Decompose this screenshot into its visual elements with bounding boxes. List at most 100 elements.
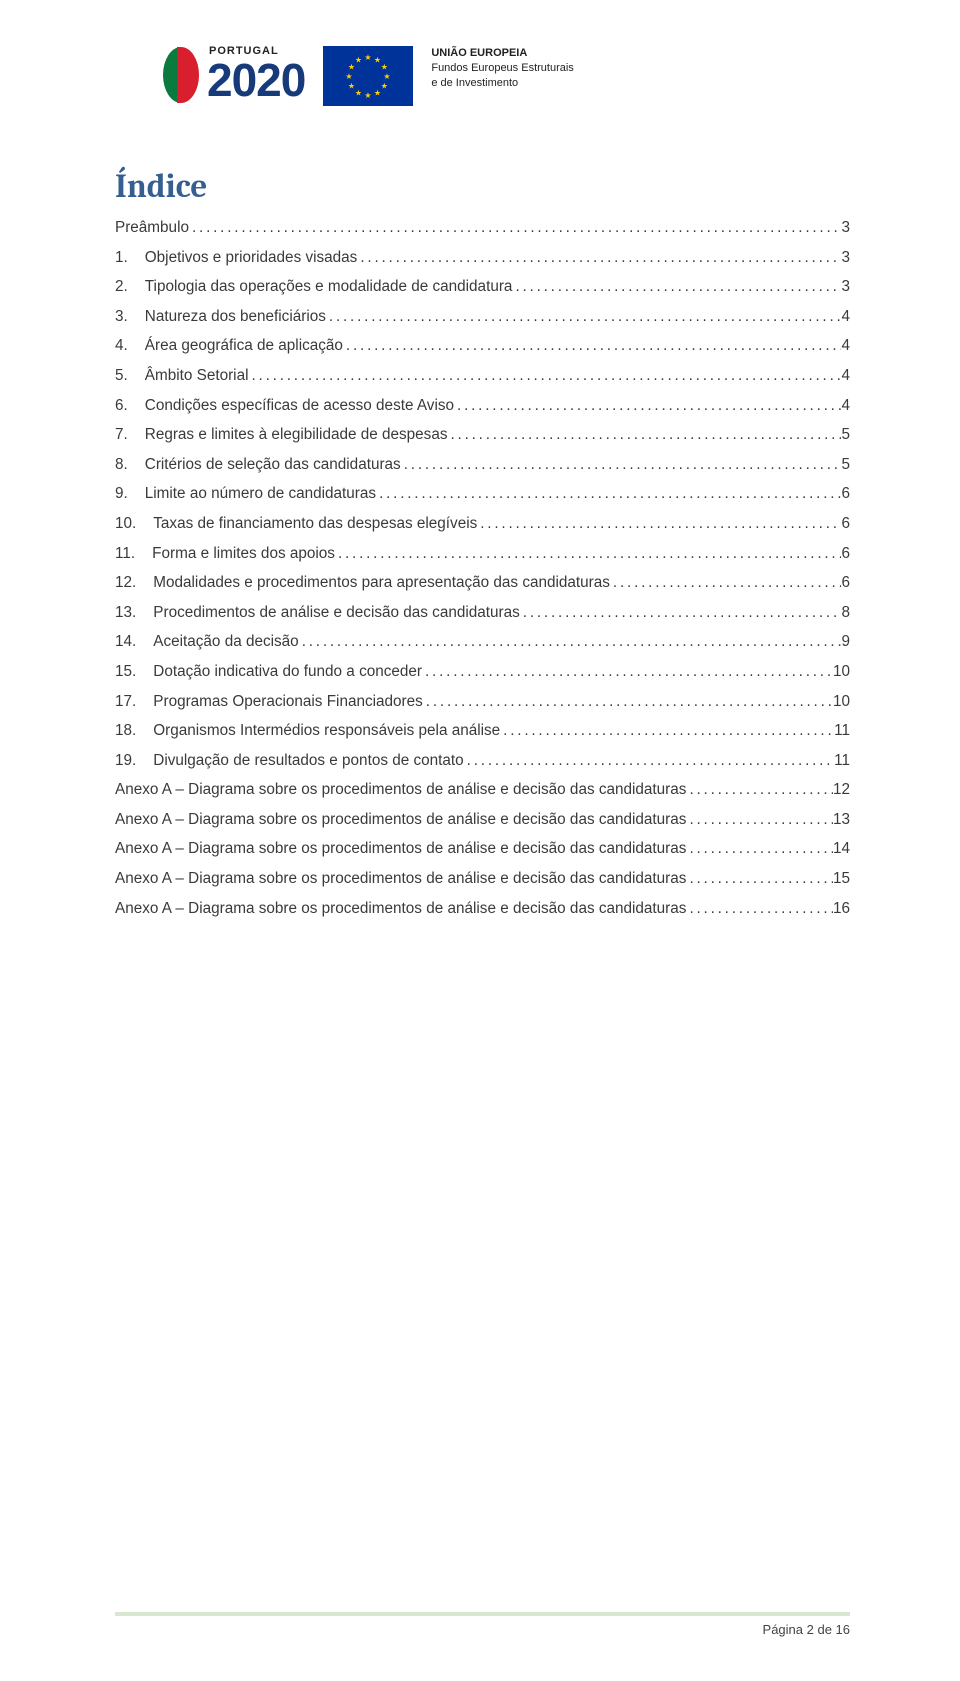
toc-leader-dots — [464, 753, 834, 768]
toc-row[interactable]: 14. Aceitação da decisão 9 — [115, 634, 850, 649]
toc-row[interactable]: 18. Organismos Intermédios responsáveis … — [115, 723, 850, 738]
toc-label: Taxas de financiamento das despesas eleg… — [153, 516, 477, 531]
toc-label: Tipologia das operações e modalidade de … — [145, 279, 513, 294]
toc-page: 10 — [833, 664, 850, 679]
toc-row[interactable]: Anexo A – Diagrama sobre os procedimento… — [115, 812, 850, 827]
toc-row[interactable]: 1. Objetivos e prioridades visadas 3 — [115, 250, 850, 265]
page-title: Índice — [115, 168, 850, 206]
toc-leader-dots — [686, 901, 833, 916]
toc-number: 13. — [115, 605, 136, 620]
toc-leader-dots — [520, 605, 842, 620]
toc-leader-dots — [299, 634, 842, 649]
toc-page: 13 — [833, 812, 850, 827]
toc-label: Regras e limites à elegibilidade de desp… — [145, 427, 448, 442]
toc-leader-dots — [189, 220, 842, 235]
toc-page: 4 — [841, 368, 850, 383]
toc-page: 14 — [833, 841, 850, 856]
toc-label: Anexo A – Diagrama sobre os procedimento… — [115, 841, 686, 856]
toc-number: 9. — [115, 486, 128, 501]
toc-number: 8. — [115, 457, 128, 472]
toc-number: 17. — [115, 694, 136, 709]
toc-number: 7. — [115, 427, 128, 442]
toc-label: Aceitação da decisão — [153, 634, 298, 649]
toc-row[interactable]: 5. Âmbito Setorial 4 — [115, 368, 850, 383]
toc-row[interactable]: 4. Área geográfica de aplicação 4 — [115, 338, 850, 353]
toc-row[interactable]: 12. Modalidades e procedimentos para apr… — [115, 575, 850, 590]
portugal-flag-icon — [163, 47, 199, 103]
footer-divider — [115, 1612, 850, 1616]
page: PORTUGAL 2020 ★★★★★★★★★★★★ UNIÃO EUROPEI… — [0, 0, 960, 1681]
toc-page: 6 — [841, 516, 850, 531]
eu-line3: e de Investimento — [431, 76, 573, 91]
toc-row[interactable]: 8. Critérios de seleção das candidaturas… — [115, 457, 850, 472]
toc-row[interactable]: 3. Natureza dos beneficiários 4 — [115, 309, 850, 324]
toc-label: Anexo A – Diagrama sobre os procedimento… — [115, 871, 686, 886]
toc-label: Anexo A – Diagrama sobre os procedimento… — [115, 782, 686, 797]
toc-label: Modalidades e procedimentos para apresen… — [153, 575, 610, 590]
table-of-contents: Preâmbulo 3 1. Objetivos e prioridades vi… — [115, 220, 850, 916]
toc-page: 16 — [833, 901, 850, 916]
toc-row[interactable]: 6. Condições específicas de acesso deste… — [115, 398, 850, 413]
toc-page: 3 — [841, 220, 850, 235]
toc-label: Dotação indicativa do fundo a conceder — [153, 664, 422, 679]
toc-number: 11. — [115, 546, 135, 561]
toc-label: Procedimentos de análise e decisão das c… — [153, 605, 520, 620]
toc-leader-dots — [477, 516, 841, 531]
toc-label: Natureza dos beneficiários — [145, 309, 326, 324]
toc-page: 8 — [841, 605, 850, 620]
page-number: Página 2 de 16 — [763, 1622, 850, 1637]
toc-number: 2. — [115, 279, 128, 294]
toc-number: 4. — [115, 338, 128, 353]
toc-page: 9 — [841, 634, 850, 649]
toc-row[interactable]: Anexo A – Diagrama sobre os procedimento… — [115, 871, 850, 886]
toc-label: Condições específicas de acesso deste Av… — [145, 398, 454, 413]
toc-row[interactable]: Anexo A – Diagrama sobre os procedimento… — [115, 841, 850, 856]
toc-leader-dots — [686, 782, 833, 797]
toc-page: 12 — [833, 782, 850, 797]
toc-number: 18. — [115, 723, 136, 738]
toc-page: 6 — [841, 575, 850, 590]
toc-number: 3. — [115, 309, 128, 324]
eu-line2: Fundos Europeus Estruturais — [431, 61, 573, 76]
toc-number: 5. — [115, 368, 128, 383]
toc-leader-dots — [423, 694, 833, 709]
toc-number: 19. — [115, 753, 136, 768]
toc-row[interactable]: 13. Procedimentos de análise e decisão d… — [115, 605, 850, 620]
toc-row[interactable]: 15. Dotação indicativa do fundo a conced… — [115, 664, 850, 679]
toc-leader-dots — [357, 250, 841, 265]
toc-row[interactable]: 19. Divulgação de resultados e pontos de… — [115, 753, 850, 768]
toc-row[interactable]: Anexo A – Diagrama sobre os procedimento… — [115, 782, 850, 797]
toc-label: Divulgação de resultados e pontos de con… — [153, 753, 463, 768]
toc-row[interactable]: 7. Regras e limites à elegibilidade de d… — [115, 427, 850, 442]
toc-page: 3 — [841, 250, 850, 265]
toc-page: 6 — [841, 546, 850, 561]
toc-leader-dots — [343, 338, 842, 353]
toc-leader-dots — [454, 398, 841, 413]
toc-page: 4 — [841, 338, 850, 353]
toc-leader-dots — [512, 279, 841, 294]
eu-line1: UNIÃO EUROPEIA — [431, 46, 573, 61]
toc-leader-dots — [422, 664, 833, 679]
toc-row[interactable]: 11. Forma e limites dos apoios 6 — [115, 546, 850, 561]
toc-row[interactable]: Anexo A – Diagrama sobre os procedimento… — [115, 901, 850, 916]
toc-page: 5 — [841, 427, 850, 442]
toc-row[interactable]: Preâmbulo 3 — [115, 220, 850, 235]
portugal-2020-text: PORTUGAL 2020 — [207, 46, 305, 103]
toc-row[interactable]: 10. Taxas de financiamento das despesas … — [115, 516, 850, 531]
toc-row[interactable]: 17. Programas Operacionais Financiadores… — [115, 694, 850, 709]
toc-page: 11 — [834, 753, 850, 768]
toc-label: Critérios de seleção das candidaturas — [145, 457, 401, 472]
toc-number: 15. — [115, 664, 136, 679]
toc-leader-dots — [376, 486, 841, 501]
toc-page: 10 — [833, 694, 850, 709]
toc-row[interactable]: 2. Tipologia das operações e modalidade … — [115, 279, 850, 294]
portugal-year: 2020 — [207, 57, 305, 103]
toc-number: 10. — [115, 516, 136, 531]
toc-leader-dots — [326, 309, 842, 324]
portugal-2020-logo: PORTUGAL 2020 — [163, 46, 305, 103]
toc-page: 3 — [841, 279, 850, 294]
page-footer: Página 2 de 16 — [115, 1612, 850, 1637]
toc-leader-dots — [686, 871, 833, 886]
toc-leader-dots — [686, 841, 833, 856]
toc-row[interactable]: 9. Limite ao número de candidaturas 6 — [115, 486, 850, 501]
